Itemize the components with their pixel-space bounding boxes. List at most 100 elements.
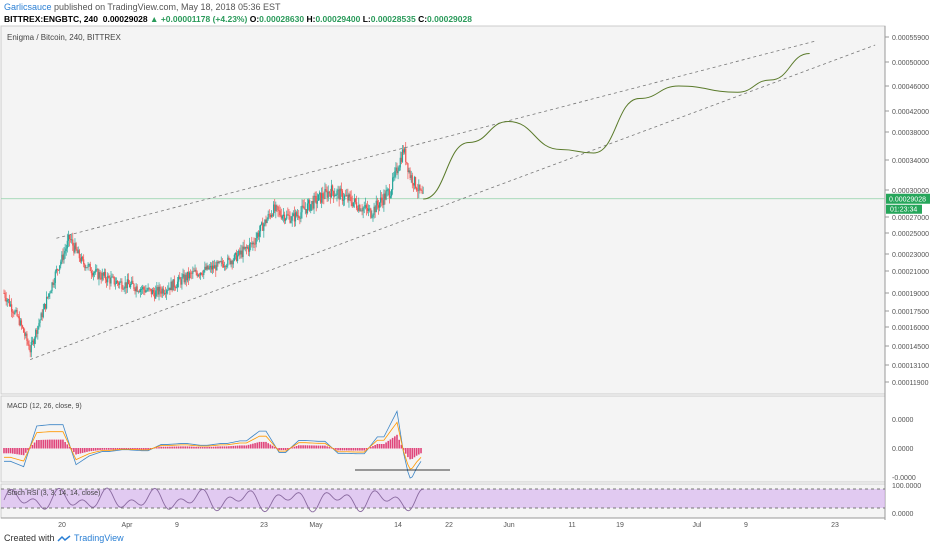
candle-body bbox=[67, 235, 70, 241]
candle-body bbox=[305, 209, 307, 214]
price-tick-label: 0.00023000 bbox=[892, 252, 929, 259]
macd-histogram-bar bbox=[304, 445, 307, 449]
candle-body bbox=[265, 219, 267, 223]
macd-histogram-bar bbox=[239, 445, 241, 449]
macd-histogram-bar bbox=[25, 448, 27, 453]
candle-body bbox=[14, 311, 16, 314]
candle-body bbox=[362, 207, 364, 212]
candle-body bbox=[251, 242, 253, 245]
candle-body bbox=[345, 195, 347, 197]
candle-body bbox=[282, 214, 285, 217]
macd-histogram-bar bbox=[73, 448, 75, 453]
candle-body bbox=[195, 269, 197, 273]
candle-body bbox=[96, 269, 98, 270]
candle-body bbox=[94, 272, 96, 273]
candle-body bbox=[13, 312, 15, 314]
macd-histogram-bar bbox=[49, 439, 51, 449]
macd-histogram-bar bbox=[136, 448, 138, 450]
macd-histogram-bar bbox=[44, 439, 47, 449]
candle-body bbox=[252, 242, 254, 245]
candle-body bbox=[175, 287, 178, 289]
macd-histogram-bar bbox=[243, 445, 245, 449]
candle-body bbox=[63, 253, 65, 260]
candle-body bbox=[259, 224, 262, 232]
candle-body bbox=[101, 272, 103, 280]
candle-body bbox=[100, 277, 102, 280]
candle-body bbox=[419, 184, 421, 190]
macd-histogram-bar bbox=[160, 446, 162, 449]
candle-body bbox=[327, 191, 329, 198]
candle-body bbox=[150, 288, 152, 295]
macd-histogram-bar bbox=[75, 448, 77, 455]
candle-body bbox=[258, 231, 261, 237]
macd-histogram-bar bbox=[77, 448, 80, 454]
time-tick-label: Apr bbox=[122, 522, 134, 529]
candle-body bbox=[330, 185, 333, 198]
macd-histogram-bar bbox=[142, 448, 145, 450]
candle-body bbox=[335, 195, 337, 196]
trendline-upper bbox=[56, 40, 817, 239]
main-panel[interactable] bbox=[0, 25, 886, 395]
candle-body bbox=[409, 170, 411, 179]
candle-body bbox=[275, 205, 277, 212]
candle-body bbox=[16, 309, 18, 316]
candle-body bbox=[12, 311, 14, 313]
candle-body bbox=[243, 246, 245, 249]
macd-histogram-bar bbox=[256, 442, 259, 449]
candle-body bbox=[411, 175, 413, 184]
macd-histogram-bar bbox=[97, 448, 99, 451]
macd-histogram-bar bbox=[14, 448, 16, 454]
macd-histogram-bar bbox=[7, 448, 10, 454]
tradingview-link[interactable]: TradingView bbox=[74, 533, 124, 543]
candle-body bbox=[412, 183, 414, 186]
candle-body bbox=[388, 189, 390, 198]
candle-body bbox=[398, 167, 400, 171]
candle-body bbox=[242, 246, 244, 258]
candle-body bbox=[337, 189, 339, 191]
candle-body bbox=[23, 327, 25, 333]
candle-body bbox=[417, 190, 419, 192]
candle-body bbox=[288, 215, 290, 216]
candle-body bbox=[156, 287, 158, 291]
candle-body bbox=[206, 265, 208, 270]
candle-body bbox=[408, 170, 410, 173]
macd-histogram-bar bbox=[33, 442, 36, 449]
macd-tick-label: 0.0000 bbox=[892, 446, 914, 453]
price-tick-label: 0.00042000 bbox=[892, 109, 929, 116]
candle-body bbox=[400, 157, 402, 162]
candle-body bbox=[397, 170, 399, 174]
macd-histogram-bar bbox=[3, 448, 5, 454]
candle-body bbox=[187, 271, 190, 279]
candle-body bbox=[374, 206, 376, 213]
candle-body bbox=[77, 250, 79, 254]
candle-body bbox=[24, 332, 26, 336]
macd-histogram-bar bbox=[138, 448, 141, 450]
candle-body bbox=[64, 251, 66, 254]
candle-body bbox=[277, 206, 279, 211]
macd-histogram-bar bbox=[197, 446, 200, 449]
macd-histogram-bar bbox=[265, 441, 267, 449]
macd-histogram-bar bbox=[350, 448, 352, 451]
author-link[interactable]: Garlicsauce bbox=[4, 2, 52, 12]
price-tick-label: 0.00011900 bbox=[892, 380, 929, 387]
macd-histogram-bar bbox=[345, 448, 348, 451]
candle-body bbox=[290, 220, 292, 223]
candle-body bbox=[420, 189, 422, 191]
candle-body bbox=[185, 274, 187, 281]
macd-histogram-bar bbox=[398, 439, 400, 449]
macd-histogram-bar bbox=[118, 448, 121, 450]
macd-histogram-bar bbox=[214, 446, 217, 449]
macd-histogram-bar bbox=[278, 448, 280, 451]
tradingview-logo-icon bbox=[57, 535, 71, 542]
candle-body bbox=[342, 199, 345, 201]
candle-body bbox=[49, 293, 51, 294]
candle-body bbox=[115, 280, 118, 284]
candle-body bbox=[361, 210, 363, 212]
macd-panel[interactable] bbox=[0, 395, 886, 483]
macd-histogram-bar bbox=[83, 448, 86, 453]
candle-body bbox=[309, 200, 311, 211]
candle-body bbox=[352, 202, 354, 207]
macd-histogram-bar bbox=[186, 446, 189, 449]
macd-histogram-bar bbox=[112, 448, 114, 450]
